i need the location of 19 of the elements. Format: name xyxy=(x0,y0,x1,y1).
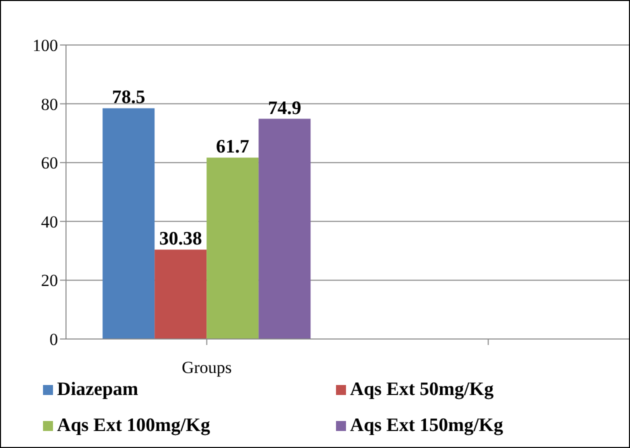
data-label: 74.9 xyxy=(268,98,302,119)
legend-label: Aqs Ext 150mg/Kg xyxy=(350,415,504,437)
data-label: 61.7 xyxy=(216,136,250,158)
legend-label: Aqs Ext 50mg/Kg xyxy=(350,379,494,401)
legend-label: Diazepam xyxy=(57,379,138,401)
y-tick-label: 80 xyxy=(41,94,58,114)
bar xyxy=(102,108,155,339)
y-tick-label: 100 xyxy=(32,36,58,56)
y-tick-label: 20 xyxy=(41,271,58,290)
x-tick-label: Groups xyxy=(182,358,232,378)
legend-label: Aqs Ext 100mg/Kg xyxy=(57,415,210,437)
y-tick-label: 40 xyxy=(41,212,58,232)
data-label: 78.5 xyxy=(112,87,146,108)
y-tick-label: 60 xyxy=(41,154,58,173)
bar xyxy=(258,118,311,339)
bar xyxy=(154,250,207,339)
y-tick-label: 0 xyxy=(50,330,58,350)
bar xyxy=(206,158,259,339)
data-label: 30.38 xyxy=(159,228,202,250)
